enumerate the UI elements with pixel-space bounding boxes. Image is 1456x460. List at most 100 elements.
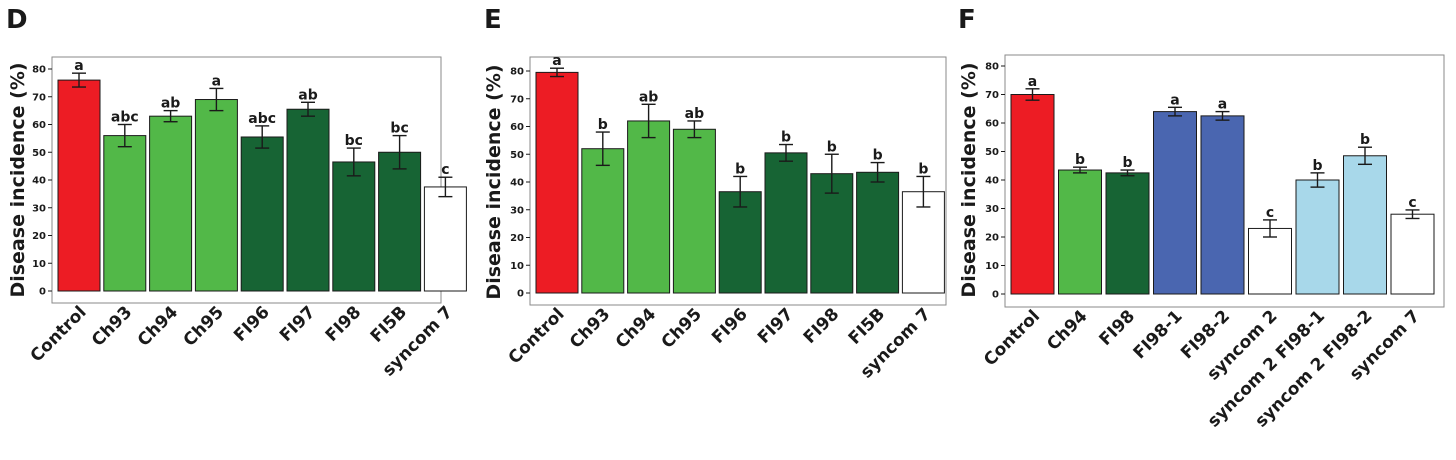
significance-letter: b — [1360, 132, 1370, 148]
significance-letter: abc — [111, 110, 139, 126]
plot-frame — [1004, 54, 1445, 308]
significance-letter: b — [1312, 158, 1322, 174]
y-tick-label: 60 — [985, 119, 999, 130]
significance-letter: a — [1170, 92, 1179, 108]
y-tick-label: 50 — [32, 148, 46, 159]
y-tick-label: 70 — [32, 92, 46, 103]
bar-fi96 — [718, 191, 762, 294]
y-tick-label: 50 — [510, 150, 524, 161]
bar-syncom-2-fi98-1 — [1295, 179, 1340, 295]
panel-letter: F — [958, 5, 976, 35]
significance-letter: a — [212, 73, 221, 89]
x-tick-label: FI98-1 — [1130, 306, 1187, 363]
bar-ch93 — [103, 135, 147, 292]
x-tick-label: FI96 — [708, 304, 752, 348]
x-tick-label: FI98 — [322, 302, 366, 346]
x-tick-label: Ch94 — [1043, 306, 1091, 354]
bar-fi98-1 — [1153, 111, 1197, 295]
y-tick-label: 0 — [517, 289, 524, 300]
y-tick-label: 0 — [992, 290, 999, 301]
significance-letter: ab — [161, 96, 180, 112]
significance-letter: b — [918, 161, 928, 177]
bar-ch94 — [149, 115, 193, 292]
significance-letter: abc — [248, 111, 276, 127]
chart-panel-D: D Disease incidence (%) 0 10 20 30 40 50 60 70 80 a… — [6, 5, 467, 381]
significance-letter: a — [552, 53, 561, 69]
bar-fi97 — [286, 108, 330, 292]
x-tick-label: FI97 — [276, 302, 320, 346]
significance-letter: c — [1266, 205, 1274, 221]
bar-syncom-7 — [423, 186, 467, 292]
y-tick-label: 40 — [510, 178, 524, 189]
significance-letter: b — [735, 161, 745, 177]
x-tick-label: FI96 — [230, 302, 274, 346]
significance-letter: c — [441, 162, 449, 178]
bar-fi98 — [332, 161, 376, 292]
x-tick-label: Control — [505, 304, 569, 368]
bar-syncom-2 — [1248, 227, 1292, 295]
significance-letter: ab — [298, 87, 317, 103]
y-tick-label: 20 — [510, 233, 524, 244]
bar-ch93 — [581, 148, 625, 294]
chart-panel-E: E Disease incidence (%) 0 10 20 30 40 50 60 70 80 a… — [483, 5, 947, 383]
significance-letter: c — [1408, 195, 1416, 211]
y-axis-label: Disease incidence (%) — [7, 62, 29, 297]
significance-letter: a — [1218, 97, 1227, 113]
bar-fi98 — [1105, 172, 1150, 295]
bar-control — [535, 71, 579, 294]
y-tick-label: 60 — [510, 122, 524, 133]
y-tick-label: 70 — [510, 94, 524, 105]
y-tick-label: 30 — [985, 204, 999, 215]
bar-fi96 — [240, 136, 284, 292]
panel-letter: D — [6, 5, 28, 35]
y-tick-label: 20 — [32, 231, 46, 242]
bar-fi98-2 — [1200, 115, 1245, 295]
bar-control — [1010, 94, 1055, 295]
x-tick-label: Ch94 — [612, 304, 660, 352]
bar-ch94 — [627, 120, 671, 294]
y-axis-label: Disease incidence (%) — [483, 64, 505, 299]
y-tick-label: 80 — [510, 67, 524, 78]
significance-letter: a — [74, 58, 83, 74]
significance-letter: a — [1028, 74, 1037, 90]
y-tick-label: 50 — [985, 147, 999, 158]
bar-fi5b — [856, 171, 900, 294]
significance-letter: bc — [345, 133, 363, 149]
bar-fi5b — [378, 151, 422, 292]
bar-ch95 — [194, 99, 238, 292]
chart-panel-F: F Disease incidence (%) 0 10 20 30 40 50 60 70 80 a… — [958, 5, 1445, 431]
x-tick-label: Control — [27, 302, 91, 366]
y-tick-label: 80 — [32, 65, 46, 76]
x-tick-label: Ch95 — [180, 302, 228, 350]
bar-ch94 — [1058, 169, 1102, 295]
significance-letter: b — [827, 139, 837, 155]
y-tick-label: 30 — [32, 203, 46, 214]
x-tick-label: Ch93 — [88, 302, 136, 350]
bar-fi97 — [764, 152, 808, 294]
y-tick-label: 60 — [32, 120, 46, 131]
significance-letter: bc — [390, 121, 408, 137]
significance-letter: b — [873, 148, 883, 164]
y-tick-label: 70 — [985, 90, 999, 101]
significance-letter: b — [781, 130, 791, 146]
significance-letter: b — [1122, 155, 1132, 171]
significance-letter: ab — [685, 106, 704, 122]
significance-letter: ab — [639, 89, 658, 105]
x-tick-label: Control — [980, 306, 1044, 370]
bar-syncom-7 — [1390, 213, 1435, 295]
y-tick-label: 80 — [985, 62, 999, 73]
y-tick-label: 10 — [32, 259, 46, 270]
x-tick-label: FI97 — [754, 304, 798, 348]
y-tick-label: 10 — [510, 261, 524, 272]
bar-syncom-2-fi98-2 — [1343, 155, 1387, 295]
x-tick-label: Ch95 — [658, 304, 706, 352]
bar-control — [57, 79, 101, 292]
y-tick-label: 30 — [510, 205, 524, 216]
x-tick-label: FI98 — [800, 304, 844, 348]
y-tick-label: 20 — [985, 233, 999, 244]
x-tick-label: FI98 — [1095, 306, 1139, 350]
y-tick-label: 0 — [39, 287, 46, 298]
significance-letter: b — [1075, 152, 1085, 168]
x-tick-label: Ch94 — [134, 302, 182, 350]
